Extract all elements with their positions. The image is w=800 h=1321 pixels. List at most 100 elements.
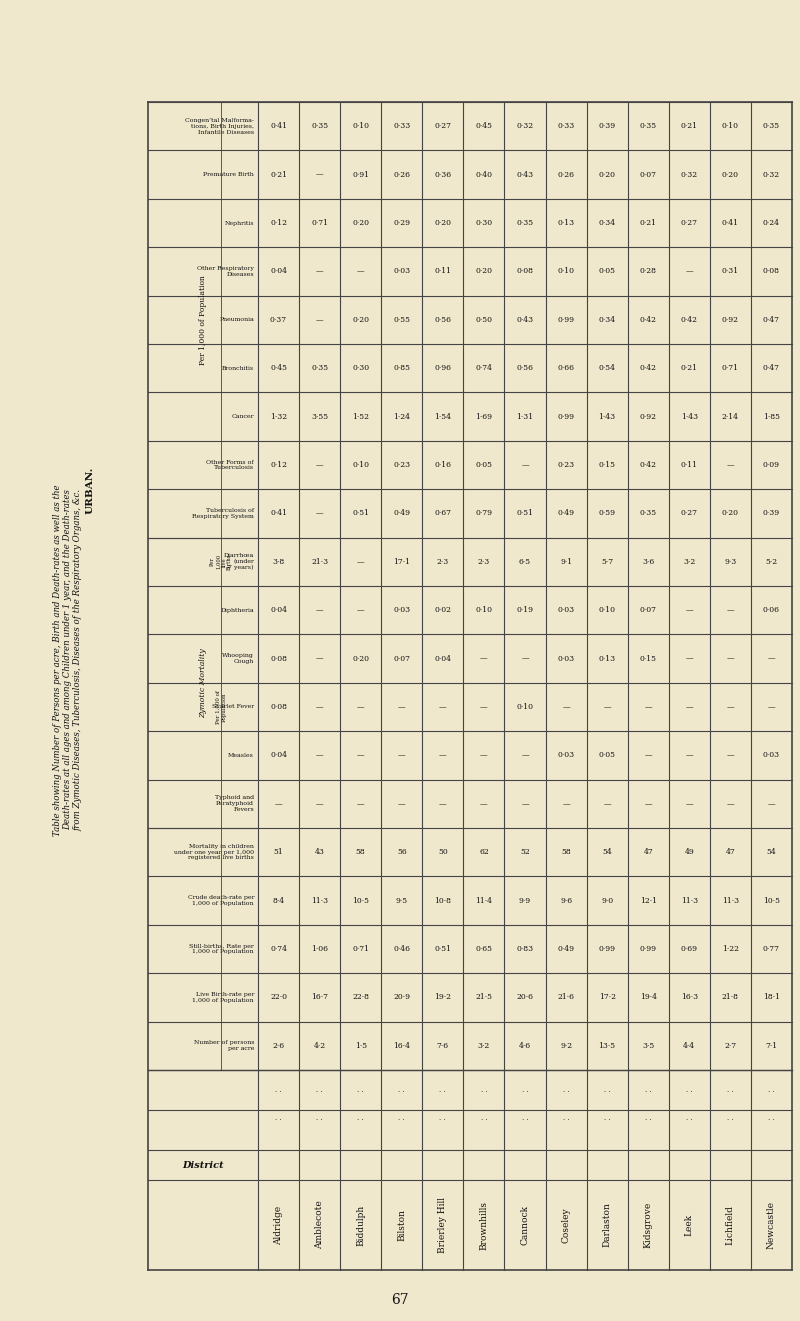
- Text: 47: 47: [726, 848, 735, 856]
- Text: 0·51: 0·51: [352, 510, 369, 518]
- Text: . .: . .: [562, 1086, 570, 1094]
- Text: 9·3: 9·3: [724, 557, 737, 565]
- Text: 0·12: 0·12: [270, 219, 287, 227]
- Text: —: —: [768, 799, 775, 808]
- Text: —: —: [521, 799, 529, 808]
- Text: —: —: [645, 752, 652, 760]
- Text: 0·23: 0·23: [394, 461, 410, 469]
- Text: 0·33: 0·33: [558, 123, 574, 131]
- Text: 0·28: 0·28: [640, 267, 657, 275]
- Text: 3·2: 3·2: [683, 557, 695, 565]
- Text: 0·71: 0·71: [311, 219, 328, 227]
- Text: 9·1: 9·1: [560, 557, 572, 565]
- Text: . .: . .: [316, 1086, 323, 1094]
- Text: —: —: [439, 703, 446, 711]
- Text: 0·26: 0·26: [558, 170, 574, 178]
- Text: —: —: [645, 799, 652, 808]
- Text: 0·08: 0·08: [270, 703, 287, 711]
- Text: 51: 51: [274, 848, 283, 856]
- Text: 0·21: 0·21: [681, 123, 698, 131]
- Text: URBAN.: URBAN.: [86, 466, 94, 514]
- Text: 67: 67: [391, 1293, 409, 1306]
- Text: 0·41: 0·41: [270, 510, 287, 518]
- Text: 9·6: 9·6: [560, 897, 572, 905]
- Text: 1·69: 1·69: [475, 412, 493, 420]
- Text: 0·49: 0·49: [394, 510, 410, 518]
- Text: 0·43: 0·43: [517, 316, 534, 324]
- Text: 22·0: 22·0: [270, 993, 287, 1001]
- Text: 4·6: 4·6: [519, 1042, 531, 1050]
- Text: Live Birth-rate per
1,000 of Population: Live Birth-rate per 1,000 of Population: [193, 992, 254, 1003]
- Text: 0·15: 0·15: [598, 461, 616, 469]
- Text: 2·3: 2·3: [437, 557, 449, 565]
- Text: 0·11: 0·11: [434, 267, 451, 275]
- Text: . .: . .: [275, 1114, 282, 1122]
- Text: 0·30: 0·30: [475, 219, 493, 227]
- Text: 4·2: 4·2: [314, 1042, 326, 1050]
- Text: . .: . .: [398, 1086, 405, 1094]
- Text: —: —: [645, 703, 652, 711]
- Text: 0·35: 0·35: [311, 123, 328, 131]
- Text: 0·07: 0·07: [640, 170, 657, 178]
- Text: —: —: [274, 799, 282, 808]
- Text: 0·08: 0·08: [270, 655, 287, 663]
- Text: . .: . .: [562, 1114, 570, 1122]
- Text: Still-births, Rate per
1,000 of Population: Still-births, Rate per 1,000 of Populati…: [190, 943, 254, 954]
- Text: Brierley Hill: Brierley Hill: [438, 1197, 447, 1254]
- Text: 11·3: 11·3: [681, 897, 698, 905]
- Text: 0·20: 0·20: [352, 219, 369, 227]
- Text: . .: . .: [398, 1114, 405, 1122]
- Text: 0·20: 0·20: [722, 510, 739, 518]
- Text: —: —: [316, 752, 323, 760]
- Text: —: —: [398, 752, 406, 760]
- Text: Pneumonia: Pneumonia: [219, 317, 254, 322]
- Text: 0·20: 0·20: [352, 316, 369, 324]
- Text: 2·14: 2·14: [722, 412, 739, 420]
- Text: 56: 56: [397, 848, 406, 856]
- Text: 0·20: 0·20: [598, 170, 616, 178]
- Text: 0·69: 0·69: [681, 945, 698, 952]
- Text: 0·96: 0·96: [434, 365, 451, 373]
- Text: Per
1,000
live
Births: Per 1,000 live Births: [210, 553, 232, 569]
- Text: 3·8: 3·8: [273, 557, 285, 565]
- Text: —: —: [521, 752, 529, 760]
- Text: 0·59: 0·59: [598, 510, 616, 518]
- Text: 0·05: 0·05: [598, 752, 616, 760]
- Text: 0·85: 0·85: [394, 365, 410, 373]
- Text: . .: . .: [481, 1114, 487, 1122]
- Text: 1·43: 1·43: [598, 412, 616, 420]
- Text: 0·66: 0·66: [558, 365, 574, 373]
- Text: . .: . .: [439, 1114, 446, 1122]
- Text: 0·10: 0·10: [722, 123, 739, 131]
- Text: Measles: Measles: [228, 753, 254, 758]
- Text: Typhoid and
Paratyphoid
Fevers: Typhoid and Paratyphoid Fevers: [215, 795, 254, 812]
- Text: Newcastle: Newcastle: [767, 1201, 776, 1248]
- Text: —: —: [398, 703, 406, 711]
- Text: 0·36: 0·36: [434, 170, 451, 178]
- Text: 0·16: 0·16: [434, 461, 451, 469]
- Text: 0·47: 0·47: [763, 365, 780, 373]
- Text: 10·5: 10·5: [763, 897, 780, 905]
- Text: 0·04: 0·04: [270, 267, 287, 275]
- Text: —: —: [726, 655, 734, 663]
- Text: 49: 49: [685, 848, 694, 856]
- Text: 6·5: 6·5: [519, 557, 531, 565]
- Text: 22·8: 22·8: [352, 993, 369, 1001]
- Text: Congen’tal Malforma-
tions, Birth Injuries,
Infantile Diseases: Congen’tal Malforma- tions, Birth Injuri…: [185, 118, 254, 135]
- Text: 1·54: 1·54: [434, 412, 451, 420]
- Text: 0·07: 0·07: [394, 655, 410, 663]
- Text: 0·41: 0·41: [722, 219, 739, 227]
- Text: 0·35: 0·35: [640, 510, 657, 518]
- Text: 0·20: 0·20: [475, 267, 493, 275]
- Text: 0·42: 0·42: [640, 461, 657, 469]
- Text: 9·9: 9·9: [519, 897, 531, 905]
- Text: 0·04: 0·04: [270, 752, 287, 760]
- Text: 0·05: 0·05: [475, 461, 493, 469]
- Text: 1·5: 1·5: [354, 1042, 366, 1050]
- Text: 58: 58: [562, 848, 571, 856]
- Text: 0·19: 0·19: [517, 606, 534, 614]
- Text: 0·03: 0·03: [558, 655, 574, 663]
- Text: 0·50: 0·50: [475, 316, 493, 324]
- Text: 0·32: 0·32: [763, 170, 780, 178]
- Text: 5·2: 5·2: [766, 557, 778, 565]
